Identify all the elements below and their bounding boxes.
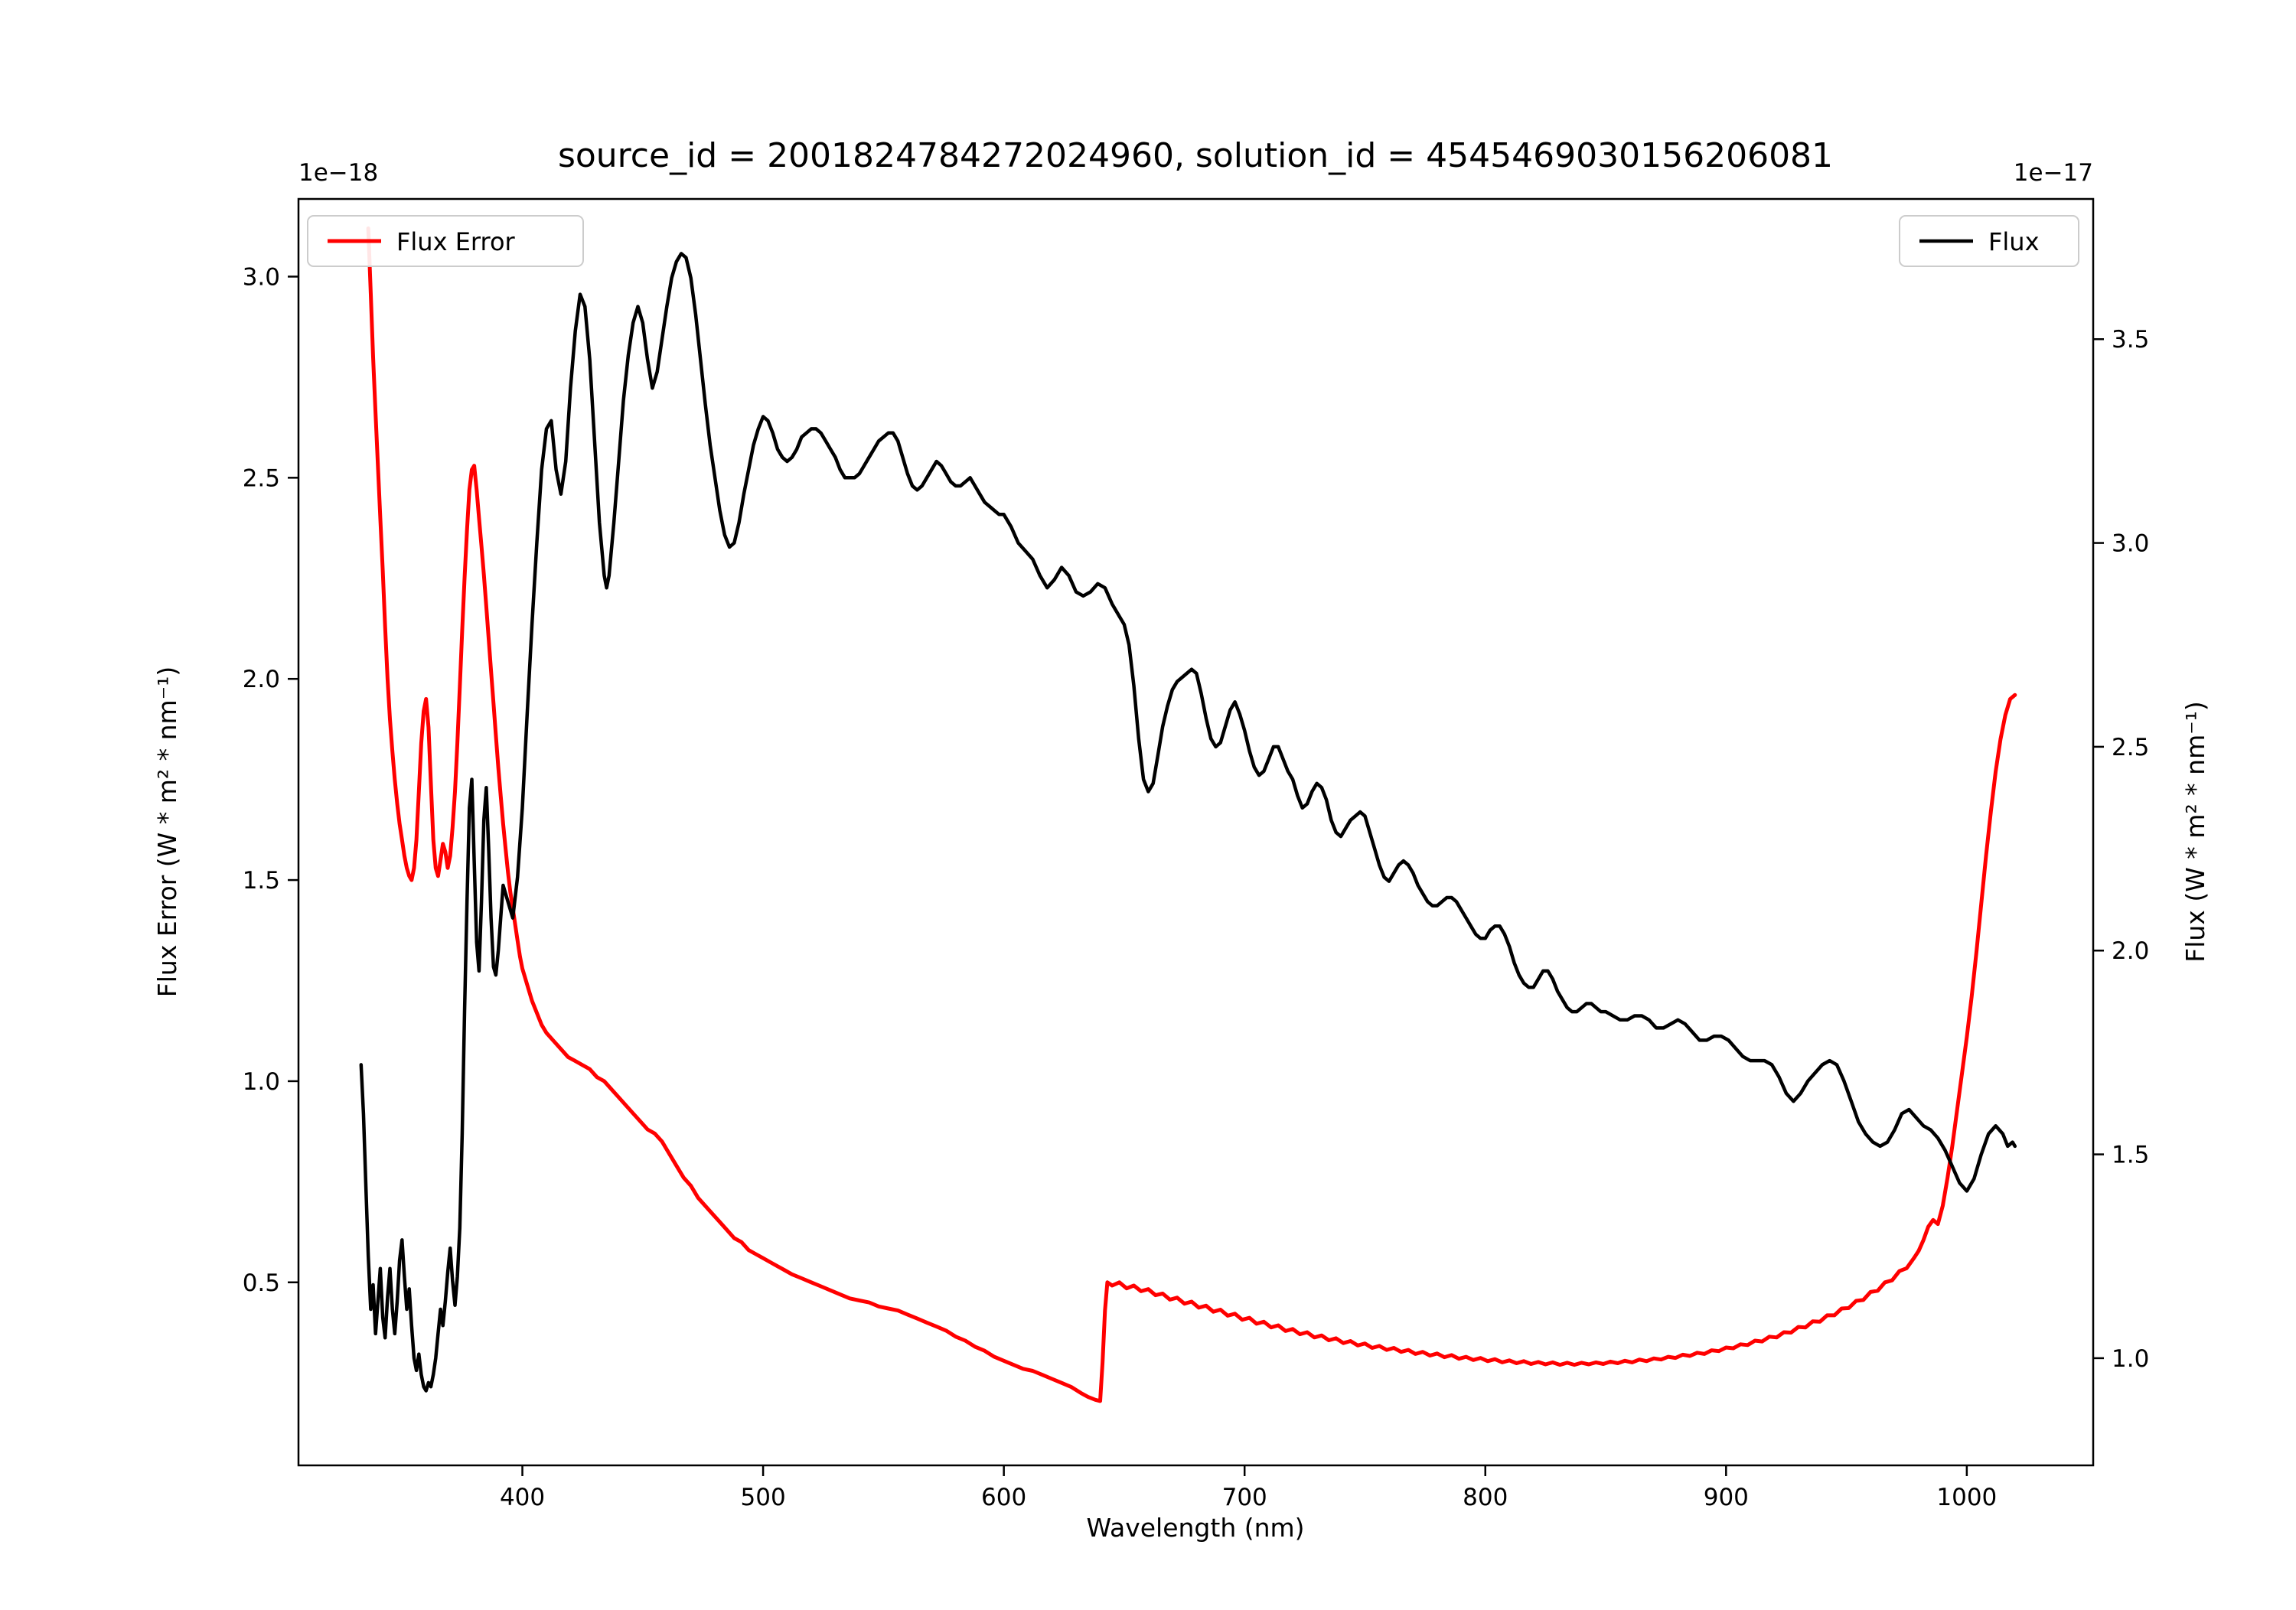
right-tick-label: 2.5: [2112, 734, 2149, 761]
legend-flux-box: [1899, 215, 2079, 267]
right-tick-label: 2.0: [2112, 937, 2149, 965]
right-tick-label: 1.5: [2112, 1142, 2149, 1169]
x-tick-label: 1000: [1936, 1484, 1997, 1511]
chart-title: source_id = 2001824784272024960, solutio…: [558, 136, 1833, 175]
left-tick-label: 0.5: [243, 1269, 280, 1297]
legend-flux-error-label: Flux Error: [396, 227, 516, 256]
legend-flux-label: Flux: [1988, 227, 2040, 256]
x-tick-label: 700: [1222, 1484, 1267, 1511]
right-axis-offset-label: 1e−17: [2014, 159, 2093, 187]
left-tick-label: 1.0: [243, 1068, 280, 1096]
left-axis-offset-label: 1e−18: [298, 159, 378, 187]
left-axis-label: Flux Error (W * m² * nm⁻¹): [152, 666, 182, 997]
right-tick-label: 3.5: [2112, 326, 2149, 354]
x-tick-label: 800: [1463, 1484, 1508, 1511]
flux-error-line: [366, 226, 2017, 1403]
left-tick-label: 2.0: [243, 666, 280, 693]
x-tick-label: 600: [981, 1484, 1026, 1511]
legend-flux-error-box: [307, 215, 584, 267]
left-tick-label: 2.5: [243, 464, 280, 492]
x-tick-label: 500: [741, 1484, 786, 1511]
legend-flux: Flux: [1899, 215, 2079, 267]
x-axis-label: Wavelength (nm): [1086, 1513, 1304, 1543]
left-tick-label: 3.0: [243, 263, 280, 291]
x-axis-ticks: 400 500 600 700 800 900 1000: [500, 1465, 1997, 1511]
x-tick-label: 400: [500, 1484, 545, 1511]
right-tick-label: 3.0: [2112, 530, 2149, 558]
flux-line: [359, 252, 2017, 1393]
right-axis-ticks: 1.0 1.5 2.0 2.5 3.0 3.5: [2093, 326, 2149, 1373]
left-tick-label: 1.5: [243, 867, 280, 895]
plot-frame: [297, 197, 2095, 1467]
right-axis-label: Flux (W * m² * nm⁻¹): [2180, 701, 2210, 963]
x-tick-label: 900: [1704, 1484, 1749, 1511]
right-tick-label: 1.0: [2112, 1345, 2149, 1373]
left-axis-ticks: 0.5 1.0 1.5 2.0 2.5 3.0: [243, 263, 298, 1297]
legend-flux-error: Flux Error: [307, 215, 584, 267]
